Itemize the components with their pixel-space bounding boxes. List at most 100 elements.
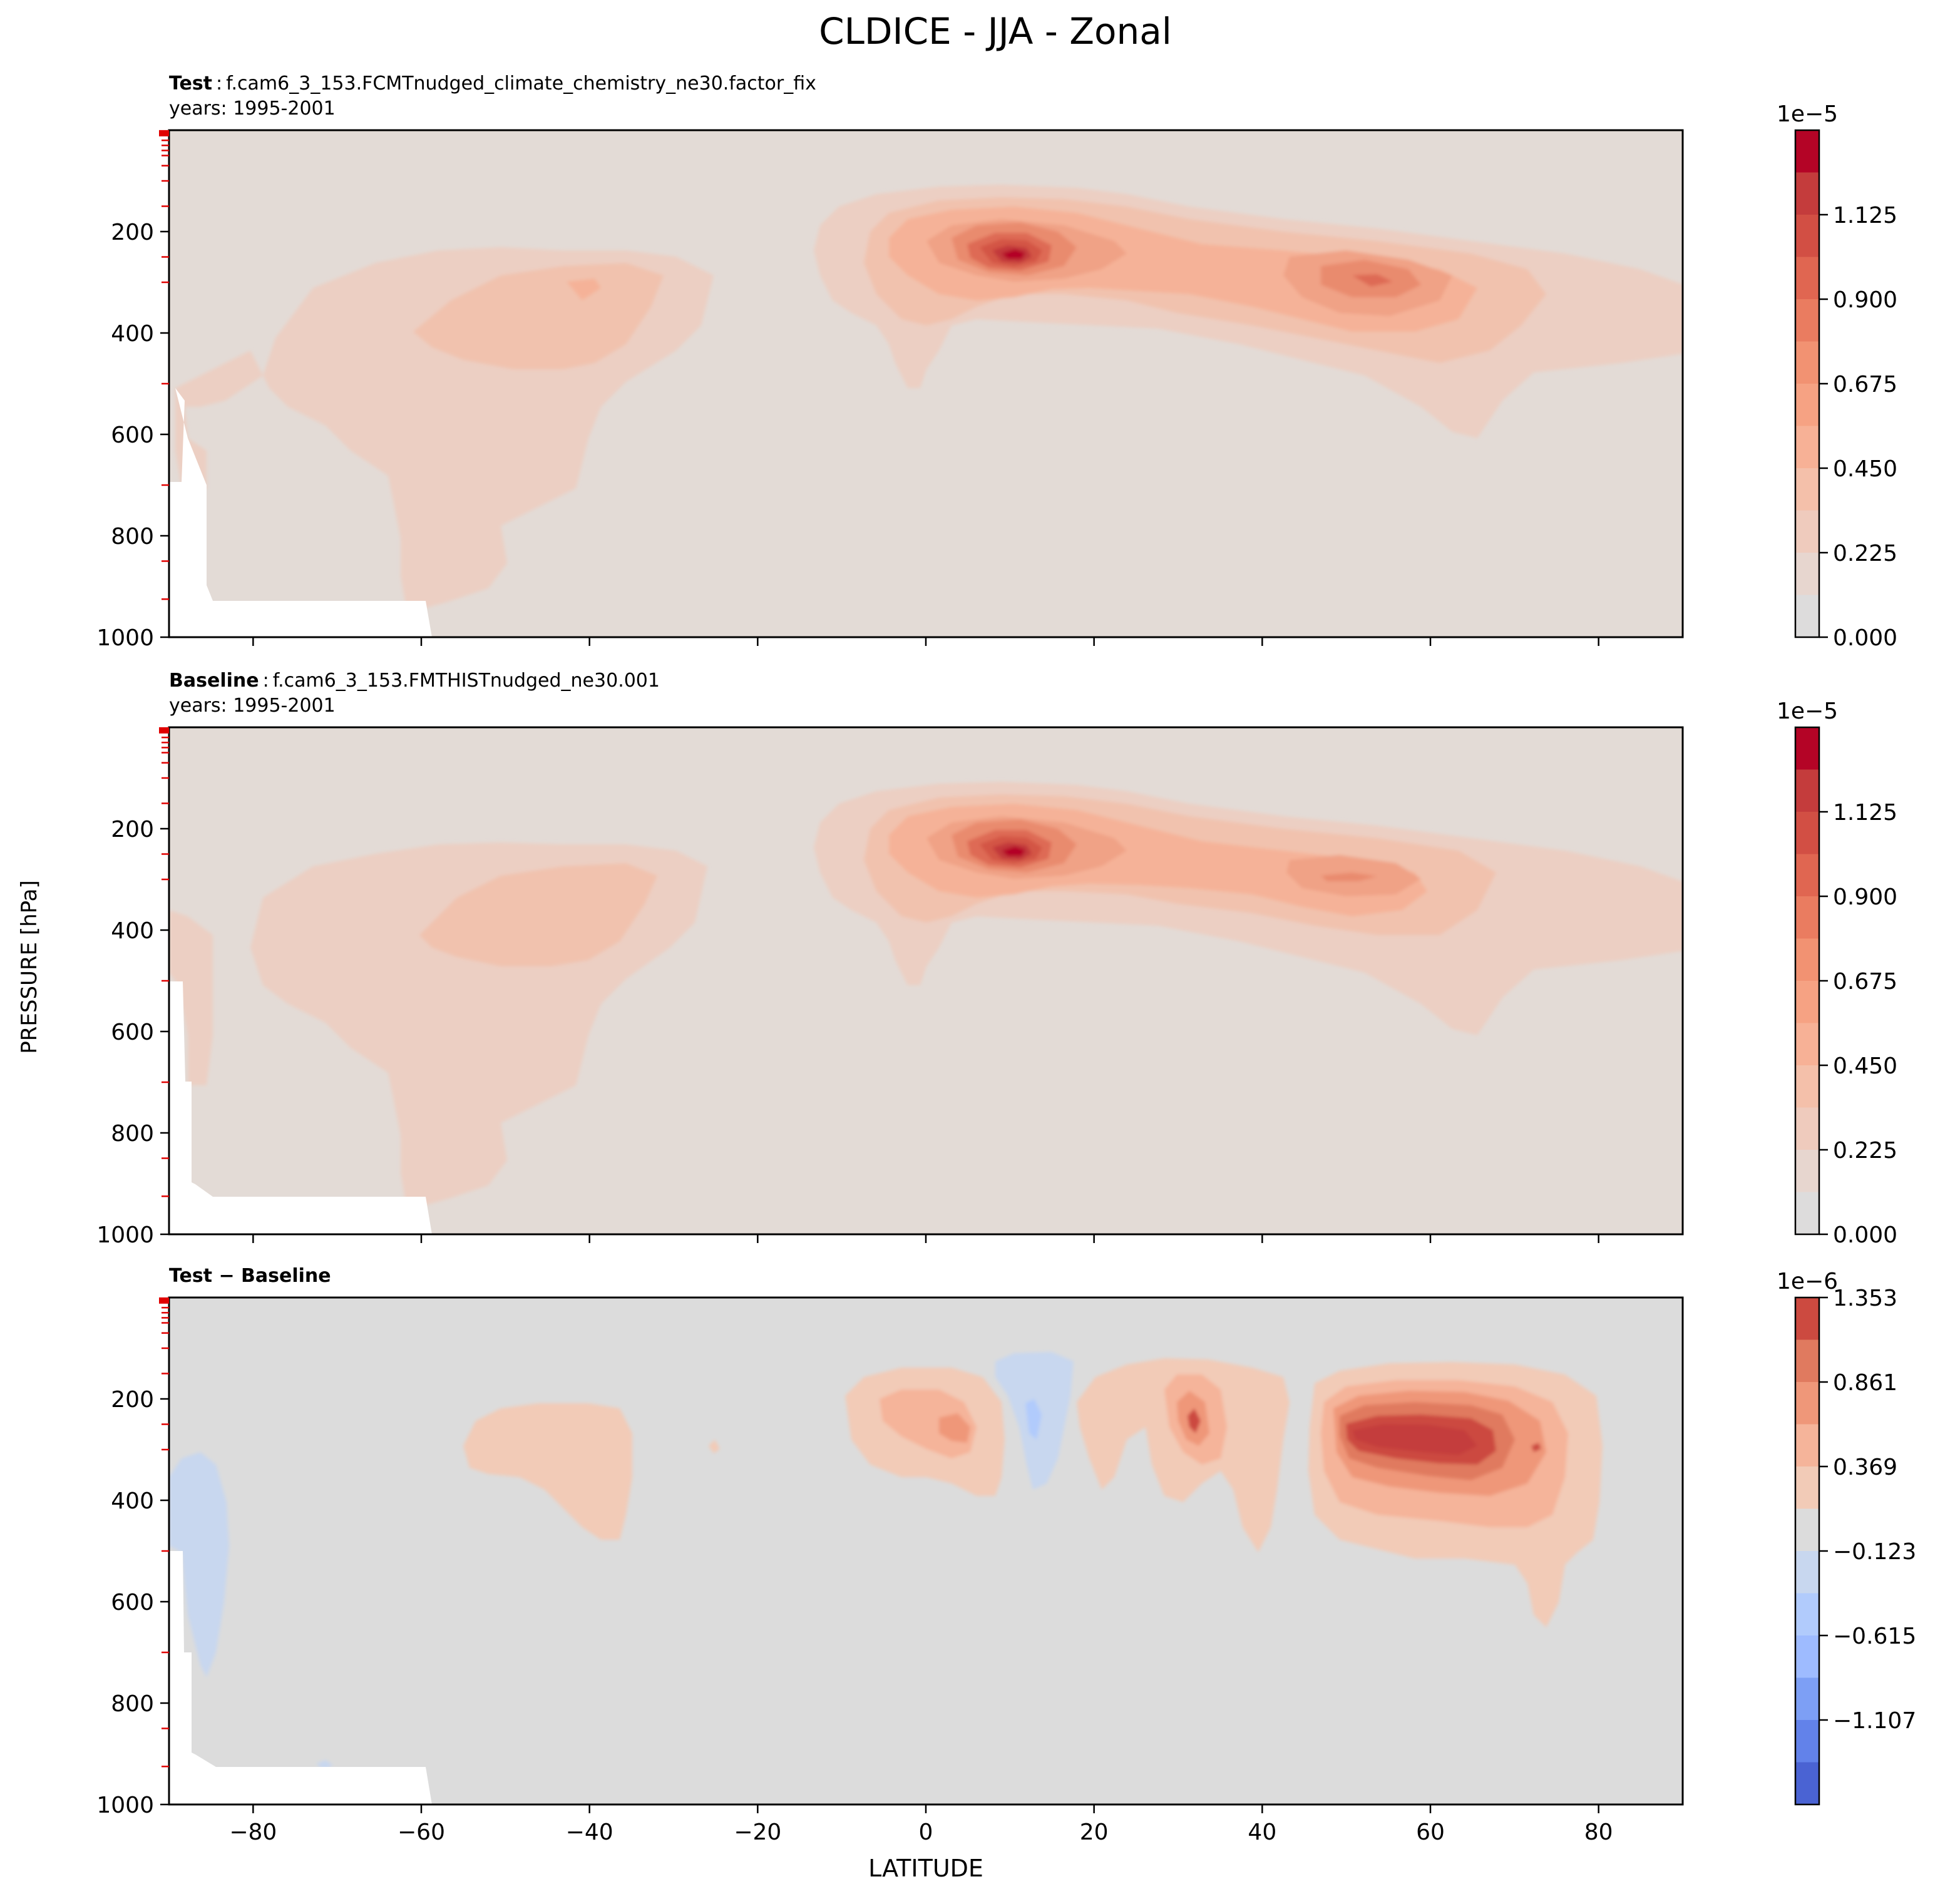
panel-test-colorbar: 0.000 0.225 0.450 0.675 0.900 1.125 1e−5 [1777,101,1897,651]
colorbar-segment [1795,341,1819,384]
panel-baseline-label: Baseline [169,670,259,692]
colorbar-segment [1795,896,1819,939]
diff-pos-tropical-l2 [880,1390,977,1458]
panel-diff-label: Test − Baseline [169,1265,331,1287]
panel-diff-level-ticks [159,1297,169,1768]
colorbar-tick-label: 0.900 [1833,287,1897,313]
panel-baseline: Baseline: f.cam6_3_153.FMTHISTnudged_ne30… [96,670,1897,1248]
diff-pos-subtropical-l4 [1188,1408,1201,1433]
y-tick-label: 400 [111,321,154,347]
colorbar-segment [1795,854,1819,896]
base-l1-south [169,910,213,1085]
diff-neg-small [316,1760,333,1770]
colorbar-segment [1795,510,1819,553]
colorbar-tick-label: 0.000 [1833,625,1897,651]
panel-baseline-header: Baseline: f.cam6_3_153.FMTHISTnudged_ne30… [169,670,660,692]
panel-test-x-ticks [252,637,1599,646]
colorbar-segment [1795,938,1819,981]
colorbar-tick-label: 1.125 [1833,800,1897,826]
colorbar-tick-label: −1.107 [1833,1708,1916,1734]
base-l2-south [419,863,657,966]
test-l2-south [413,263,664,369]
colorbar-segment [1795,1023,1819,1065]
colorbar-segment [1795,981,1819,1023]
panel-test-years: years: 1995-2001 [169,98,336,120]
colorbar-tick-label: 0.450 [1833,456,1897,482]
colorbar-exponent: 1e−5 [1777,101,1838,127]
colorbar-tick-label: 0.675 [1833,969,1897,995]
test-l3-south [567,279,601,300]
panel-diff: Test − Baseline [96,1265,1916,1845]
colorbar-segment [1795,1551,1819,1594]
y-tick-label: 1000 [96,1793,154,1818]
y-tick-label: 800 [111,1691,154,1717]
colorbar-segment [1795,1508,1819,1551]
panel-baseline-sep: : [263,670,269,692]
diff-pos-tropical-l3 [939,1413,970,1443]
colorbar-tick-label: 1.125 [1833,203,1897,228]
panel-test-missing-data [169,388,432,637]
colorbar-segment [1795,215,1819,257]
panel-diff-field [169,1298,1683,1804]
colorbar-tick-label: 0.861 [1833,1370,1897,1396]
x-tick-label: 40 [1248,1820,1276,1845]
colorbar-segment [1795,1720,1819,1763]
x-tick-label: −80 [229,1820,277,1845]
colorbar-tick-label: 0.000 [1833,1222,1897,1248]
diff-pos-south-small [709,1440,720,1453]
panel-test-level-ticks [159,130,169,600]
y-tick-label: 600 [111,422,154,448]
base-l9-peak [1002,846,1025,856]
x-tick-label: −20 [734,1820,781,1845]
panel-baseline-colorbar: 0.000 0.225 0.450 0.675 0.900 1.125 1e−5 [1777,699,1897,1248]
colorbar-segment [1795,1298,1819,1340]
panel-baseline-case-name: f.cam6_3_153.FMTHISTnudged_ne30.001 [273,670,660,692]
panel-baseline-years: years: 1995-2001 [169,695,336,717]
figure-title: CLDICE - JJA - Zonal [819,10,1172,53]
colorbar-tick-label: 0.369 [1833,1455,1897,1480]
y-tick-label: 800 [111,1121,154,1147]
panel-diff-header: Test − Baseline [169,1265,331,1287]
y-axis-label: PRESSURE [hPa] [17,880,42,1053]
colorbar-segment [1795,1762,1819,1804]
colorbar-exponent: 1e−6 [1777,1269,1838,1294]
diff-neg-tropical-2 [1025,1399,1042,1440]
colorbar-segment [1795,130,1819,173]
colorbar-tick-label: −0.615 [1833,1624,1916,1649]
panel-test-case-name: f.cam6_3_153.FCMTnudged_climate_chemistr… [226,73,816,95]
x-axis-label: LATITUDE [868,1855,983,1882]
y-tick-label: 400 [111,918,154,944]
colorbar-tick-label: 1.353 [1833,1286,1897,1311]
colorbar-tick-label: 0.450 [1833,1053,1897,1079]
colorbar-segment [1795,769,1819,812]
colorbar-tick-label: 0.225 [1833,541,1897,566]
test-l9-peak [1002,249,1025,259]
colorbar-segment [1795,299,1819,342]
y-tick-label: 800 [111,524,154,550]
colorbar-tick-label: −0.123 [1833,1539,1916,1565]
y-tick-label: 200 [111,220,154,245]
panel-test-label: Test [169,73,212,95]
x-tick-label: 80 [1584,1820,1613,1845]
y-tick-label: 600 [111,1020,154,1045]
colorbar-tick-label: 0.900 [1833,884,1897,910]
panel-diff-y-ticks: 200 400 600 800 1000 [96,1387,169,1818]
colorbar-segment [1795,257,1819,299]
colorbar-segment [1795,595,1819,637]
colorbar-segment [1795,812,1819,854]
panel-diff-x-ticks: −80 −60 −40 −20 0 20 40 60 80 [229,1804,1613,1845]
colorbar-tick-label: 0.225 [1833,1138,1897,1164]
y-tick-label: 600 [111,1590,154,1615]
colorbar-segment [1795,1593,1819,1635]
diff-pos-north-l5b [1352,1424,1477,1455]
colorbar-segment [1795,553,1819,595]
y-tick-label: 1000 [96,625,154,651]
y-tick-label: 400 [111,1488,154,1514]
colorbar-segment [1795,426,1819,468]
colorbar-tick-label: 0.675 [1833,372,1897,397]
colorbar-segment [1795,1424,1819,1466]
test-l6-north-2 [1352,274,1393,287]
x-tick-label: 0 [919,1820,933,1845]
